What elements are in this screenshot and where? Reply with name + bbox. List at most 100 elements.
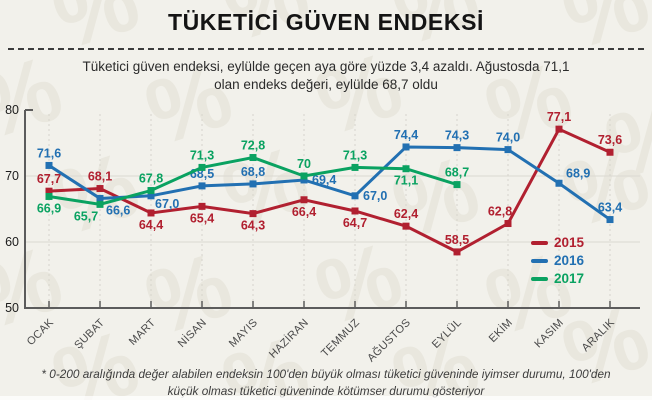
data-point-2016 xyxy=(402,143,410,151)
data-label-2015: 64,3 xyxy=(241,219,265,233)
data-label-2016: 68,9 xyxy=(566,166,590,180)
data-label-2015: 68,1 xyxy=(88,170,112,184)
legend-label-2017: 2017 xyxy=(554,271,585,287)
page-title: TÜKETİCİ GÜVEN ENDEKSİ xyxy=(167,9,485,35)
data-point-2017 xyxy=(96,200,104,208)
data-point-2017 xyxy=(249,154,257,162)
data-point-2017 xyxy=(198,163,206,171)
data-point-2015 xyxy=(300,196,308,204)
data-label-2016: 74,0 xyxy=(496,131,520,145)
legend-swatch-2017 xyxy=(531,277,548,281)
data-point-2015 xyxy=(147,209,155,217)
data-label-2016: 71,6 xyxy=(37,146,61,160)
x-axis-label: TEMMUZ xyxy=(319,317,362,360)
data-point-2017 xyxy=(351,163,359,171)
data-label-2015: 62,4 xyxy=(394,207,418,221)
data-label-2017: 66,9 xyxy=(37,201,61,215)
series-line-2016 xyxy=(48,145,611,221)
data-point-2016 xyxy=(300,176,308,184)
data-label-2017: 70 xyxy=(297,157,311,171)
legend-label-2016: 2016 xyxy=(554,253,585,269)
data-point-2016 xyxy=(351,192,359,200)
data-label-2016: 67,0 xyxy=(155,197,179,211)
legend-item-2017: 2017 xyxy=(531,270,584,288)
x-axis-label: MAYIS xyxy=(227,317,260,350)
x-axis-label: HAZİRAN xyxy=(266,316,311,361)
footnote: * 0-200 aralığında değer alabilen endeks… xyxy=(41,367,611,398)
x-axis-label: KASIM xyxy=(532,317,566,351)
data-label-2016: 68,8 xyxy=(241,165,265,179)
x-axis-label: NİSAN xyxy=(175,316,209,350)
legend-item-2016: 2016 xyxy=(531,252,584,270)
y-axis-label: 80 xyxy=(5,103,19,117)
data-point-2017 xyxy=(402,165,410,173)
y-axis-label: 50 xyxy=(5,301,19,315)
data-label-2017: 65,7 xyxy=(74,209,98,223)
data-label-2017: 68,7 xyxy=(445,166,469,180)
data-label-2015: 64,7 xyxy=(343,216,367,230)
x-axis-label: AĞUSTOS xyxy=(365,316,414,365)
data-point-2016 xyxy=(147,192,155,200)
data-label-2015: 62,8 xyxy=(488,205,512,219)
data-point-2015 xyxy=(555,125,563,133)
x-axis-label: EKİM xyxy=(486,316,515,345)
data-label-2017: 71,1 xyxy=(394,174,418,188)
data-point-2017 xyxy=(300,172,308,180)
data-point-2015 xyxy=(45,187,53,195)
legend-swatch-2015 xyxy=(531,241,548,245)
data-point-2016 xyxy=(555,179,563,187)
axes xyxy=(24,110,640,309)
data-label-2016: 74,3 xyxy=(445,129,469,143)
legend-label-2015: 2015 xyxy=(554,235,585,251)
data-label-2015: 64,4 xyxy=(139,218,163,232)
data-point-2015 xyxy=(606,148,614,156)
data-label-2017: 71,3 xyxy=(190,148,214,162)
data-label-2017: 71,3 xyxy=(343,148,367,162)
data-point-2017 xyxy=(45,192,53,200)
y-axis-label: 60 xyxy=(5,235,19,249)
data-label-2016: 74,4 xyxy=(394,128,418,142)
dashed-divider xyxy=(8,48,644,50)
data-label-2016: 69,4 xyxy=(312,173,336,187)
data-label-2015: 77,1 xyxy=(547,110,571,124)
chart-subtitle: Tüketici güven endeksi, eylülde geçen ay… xyxy=(82,59,570,93)
data-label-2016: 63,4 xyxy=(598,201,622,215)
data-label-2015: 58,5 xyxy=(445,233,469,247)
data-point-2016 xyxy=(504,146,512,154)
data-point-2016 xyxy=(453,144,461,152)
data-label-2015: 67,7 xyxy=(37,172,61,186)
data-point-2015 xyxy=(198,202,206,210)
data-point-2015 xyxy=(249,210,257,218)
legend-item-2015: 2015 xyxy=(531,234,584,252)
x-axis-label: OCAK xyxy=(25,316,57,348)
data-point-2016 xyxy=(45,161,53,169)
x-axis-label: MART xyxy=(127,317,158,348)
data-point-2017 xyxy=(147,187,155,195)
data-label-2015: 65,4 xyxy=(190,211,214,225)
data-point-2016 xyxy=(96,194,104,202)
data-point-2015 xyxy=(96,185,104,193)
data-label-2017: 67,8 xyxy=(139,172,163,186)
data-point-2016 xyxy=(249,180,257,188)
data-point-2016 xyxy=(198,182,206,190)
series-line-2015 xyxy=(48,127,611,254)
x-axis-label: ARALIK xyxy=(580,316,618,354)
data-point-2015 xyxy=(351,207,359,215)
bottom-strip xyxy=(0,396,652,400)
data-label-2016: 66,6 xyxy=(106,203,130,217)
chart-legend: 2015 2016 2017 xyxy=(531,234,584,288)
data-point-2016 xyxy=(606,216,614,224)
y-axis-label: 70 xyxy=(5,169,19,183)
data-label-2015: 73,6 xyxy=(598,133,622,147)
data-point-2015 xyxy=(504,220,512,228)
x-axis-label: ŞUBAT xyxy=(72,317,107,352)
data-label-2015: 66,4 xyxy=(292,205,316,219)
data-label-2016: 67,0 xyxy=(363,189,387,203)
data-point-2017 xyxy=(453,181,461,189)
data-label-2017: 72,8 xyxy=(241,139,265,153)
data-point-2015 xyxy=(453,248,461,256)
data-point-2015 xyxy=(402,222,410,230)
legend-swatch-2016 xyxy=(531,259,548,263)
